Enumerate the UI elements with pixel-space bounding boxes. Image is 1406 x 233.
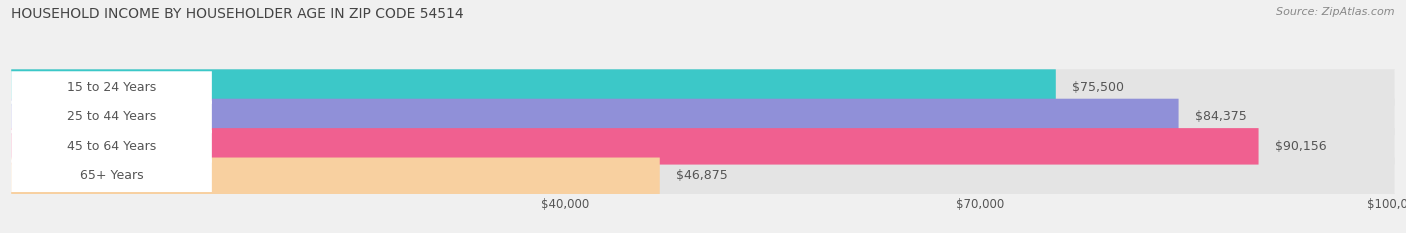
Text: $46,875: $46,875: [676, 169, 728, 182]
FancyBboxPatch shape: [11, 71, 212, 104]
FancyBboxPatch shape: [11, 69, 1395, 106]
FancyBboxPatch shape: [11, 158, 659, 194]
Text: $90,156: $90,156: [1275, 140, 1327, 153]
Text: 25 to 44 Years: 25 to 44 Years: [67, 110, 156, 123]
FancyBboxPatch shape: [11, 130, 212, 163]
Text: Source: ZipAtlas.com: Source: ZipAtlas.com: [1277, 7, 1395, 17]
FancyBboxPatch shape: [11, 159, 212, 192]
Text: 15 to 24 Years: 15 to 24 Years: [67, 81, 156, 94]
Text: HOUSEHOLD INCOME BY HOUSEHOLDER AGE IN ZIP CODE 54514: HOUSEHOLD INCOME BY HOUSEHOLDER AGE IN Z…: [11, 7, 464, 21]
FancyBboxPatch shape: [11, 101, 212, 133]
FancyBboxPatch shape: [11, 158, 1395, 194]
Text: 65+ Years: 65+ Years: [80, 169, 143, 182]
FancyBboxPatch shape: [11, 99, 1178, 135]
FancyBboxPatch shape: [11, 99, 1395, 135]
FancyBboxPatch shape: [11, 128, 1258, 164]
FancyBboxPatch shape: [11, 69, 1056, 106]
Text: $84,375: $84,375: [1195, 110, 1247, 123]
Text: 45 to 64 Years: 45 to 64 Years: [67, 140, 156, 153]
Text: $75,500: $75,500: [1073, 81, 1125, 94]
FancyBboxPatch shape: [11, 128, 1395, 164]
